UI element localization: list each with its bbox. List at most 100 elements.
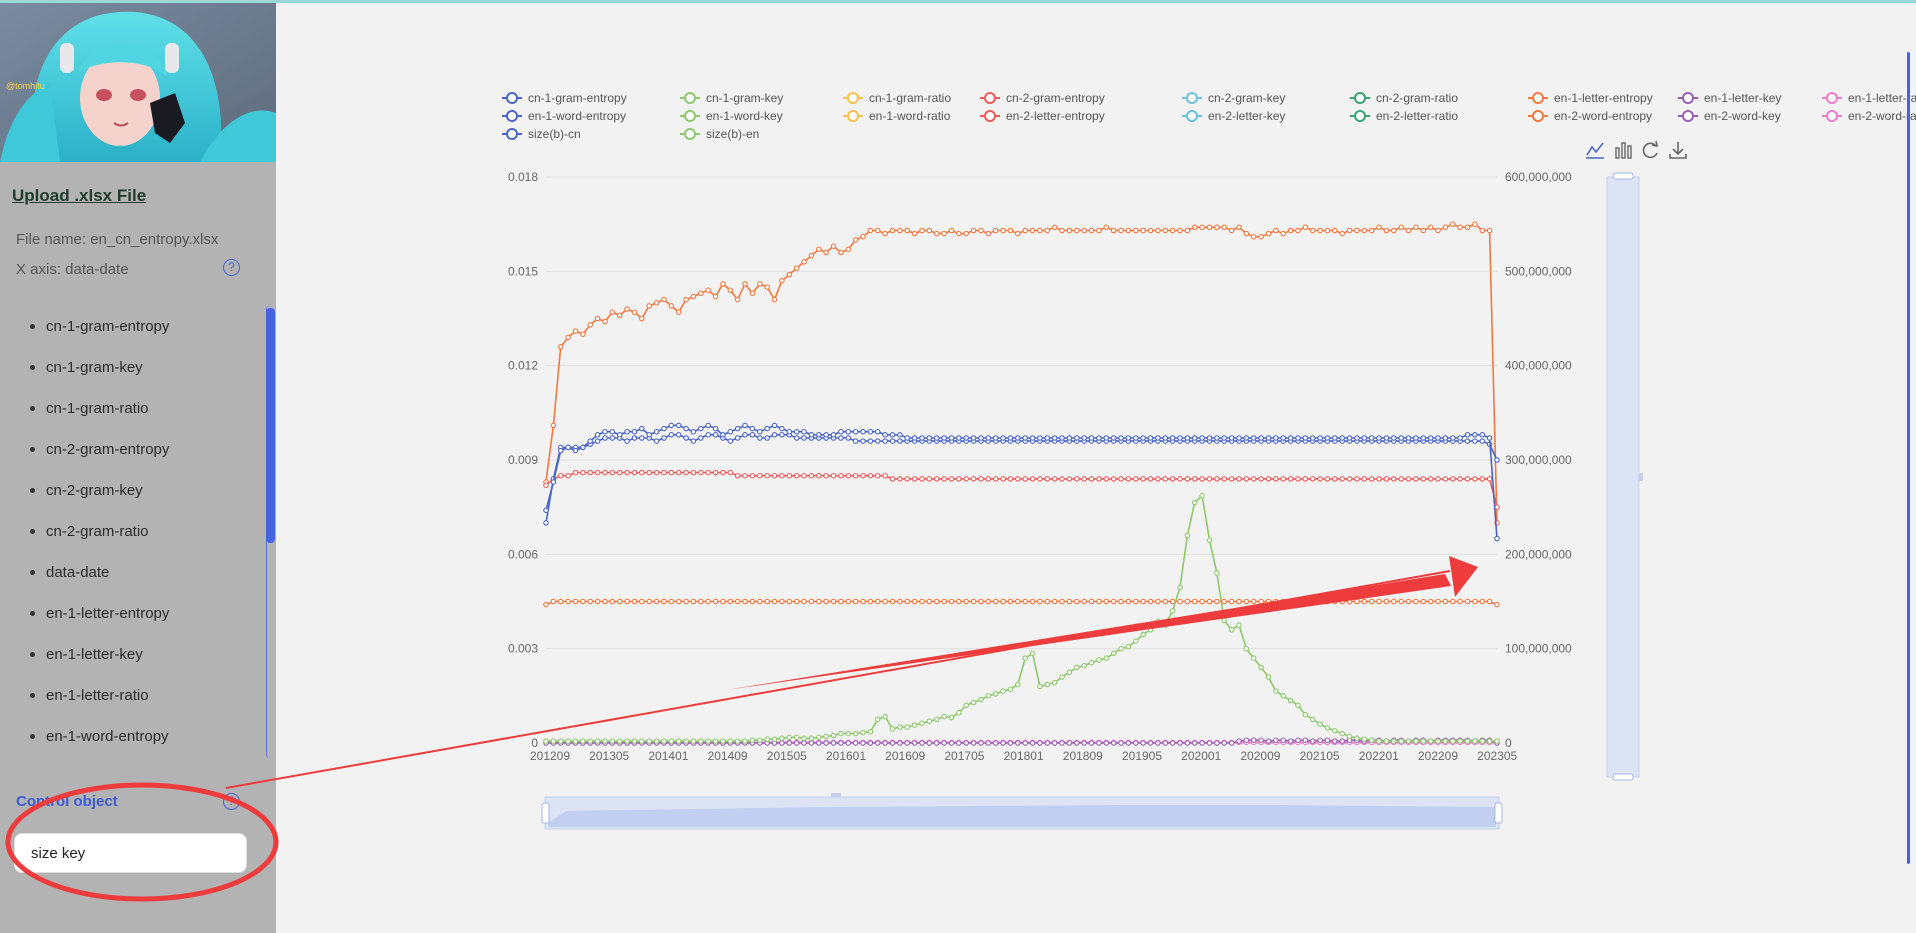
data-point[interactable] bbox=[992, 435, 999, 441]
data-point[interactable] bbox=[919, 435, 925, 441]
data-point[interactable] bbox=[889, 598, 896, 605]
data-point[interactable] bbox=[646, 598, 652, 605]
data-point[interactable] bbox=[1236, 738, 1242, 744]
data-point[interactable] bbox=[793, 472, 800, 479]
data-point[interactable] bbox=[668, 432, 675, 438]
field-item-en-1-word-entropy[interactable]: en-1-word-entropy bbox=[0, 716, 276, 757]
data-point[interactable] bbox=[1118, 435, 1124, 441]
data-point[interactable] bbox=[1081, 740, 1087, 746]
data-point[interactable] bbox=[742, 432, 748, 438]
data-point[interactable] bbox=[867, 428, 874, 435]
data-point[interactable] bbox=[1250, 476, 1257, 482]
data-point[interactable] bbox=[1140, 631, 1146, 638]
data-point[interactable] bbox=[874, 472, 881, 479]
data-point[interactable] bbox=[1000, 688, 1006, 694]
data-point[interactable] bbox=[816, 472, 822, 479]
data-point[interactable] bbox=[1420, 738, 1427, 744]
data-point[interactable] bbox=[683, 435, 689, 441]
data-point[interactable] bbox=[1464, 432, 1471, 438]
data-point[interactable] bbox=[1228, 435, 1235, 441]
data-point[interactable] bbox=[1273, 227, 1279, 234]
data-point[interactable] bbox=[1044, 476, 1051, 482]
data-point[interactable] bbox=[1074, 476, 1080, 482]
data-point[interactable] bbox=[1435, 435, 1441, 441]
data-point[interactable] bbox=[1081, 598, 1087, 605]
data-point[interactable] bbox=[565, 444, 571, 451]
data-point[interactable] bbox=[624, 428, 630, 435]
legend-item-en-1-letter-key[interactable]: en-1-letter-key bbox=[1678, 91, 1781, 105]
data-point[interactable] bbox=[668, 598, 675, 605]
data-point[interactable] bbox=[690, 428, 697, 435]
data-point[interactable] bbox=[882, 438, 888, 444]
data-point[interactable] bbox=[867, 598, 874, 605]
data-point[interactable] bbox=[801, 472, 807, 479]
data-point[interactable] bbox=[1103, 224, 1110, 231]
data-point[interactable] bbox=[978, 598, 984, 605]
data-point[interactable] bbox=[639, 435, 645, 441]
data-point[interactable] bbox=[1096, 435, 1102, 441]
legend-item-en-2-letter-entropy[interactable]: en-2-letter-entropy bbox=[980, 109, 1105, 123]
data-point[interactable] bbox=[874, 438, 881, 444]
data-point[interactable] bbox=[978, 227, 984, 234]
data-point[interactable] bbox=[786, 740, 793, 746]
data-point[interactable] bbox=[1118, 476, 1124, 482]
data-point[interactable] bbox=[1000, 598, 1006, 605]
data-point[interactable] bbox=[1221, 224, 1227, 231]
data-point[interactable] bbox=[757, 737, 763, 743]
data-point[interactable] bbox=[1361, 736, 1368, 742]
data-point[interactable] bbox=[1088, 740, 1095, 746]
data-point[interactable] bbox=[1442, 598, 1449, 605]
data-point[interactable] bbox=[1059, 674, 1065, 680]
restore-icon[interactable] bbox=[1639, 139, 1661, 161]
data-point[interactable] bbox=[1486, 435, 1493, 441]
field-item-cn-2-gram-key[interactable]: cn-2-gram-key bbox=[0, 470, 276, 511]
field-item-cn-2-gram-entropy[interactable]: cn-2-gram-entropy bbox=[0, 429, 276, 470]
x-zoom-grip[interactable] bbox=[831, 793, 841, 797]
data-point[interactable] bbox=[919, 740, 925, 746]
data-point[interactable] bbox=[816, 740, 822, 746]
page-scrollbar[interactable] bbox=[1907, 52, 1910, 864]
data-point[interactable] bbox=[1081, 435, 1087, 441]
data-point[interactable] bbox=[1258, 233, 1264, 240]
data-point[interactable] bbox=[1464, 598, 1471, 605]
data-point[interactable] bbox=[1191, 740, 1198, 746]
legend-item-en-2-word-entropy[interactable]: en-2-word-entropy bbox=[1528, 109, 1652, 123]
data-point[interactable] bbox=[1339, 435, 1345, 441]
legend-item-en-2-letter-ratio[interactable]: en-2-letter-ratio bbox=[1350, 109, 1458, 123]
data-point[interactable] bbox=[771, 432, 778, 438]
data-point[interactable] bbox=[1287, 435, 1294, 441]
data-point[interactable] bbox=[852, 428, 859, 435]
data-point[interactable] bbox=[602, 428, 608, 435]
data-point[interactable] bbox=[1324, 227, 1331, 234]
data-point[interactable] bbox=[1354, 227, 1360, 234]
data-point[interactable] bbox=[816, 734, 822, 741]
data-point[interactable] bbox=[1494, 601, 1500, 608]
data-point[interactable] bbox=[779, 278, 785, 284]
data-point[interactable] bbox=[779, 735, 785, 742]
data-point[interactable] bbox=[1133, 638, 1139, 644]
data-point[interactable] bbox=[1162, 435, 1169, 441]
data-point[interactable] bbox=[1265, 738, 1272, 744]
data-point[interactable] bbox=[926, 435, 933, 441]
data-point[interactable] bbox=[1044, 227, 1051, 234]
data-point[interactable] bbox=[602, 469, 608, 476]
data-point[interactable] bbox=[661, 598, 667, 605]
data-point[interactable] bbox=[1022, 740, 1028, 746]
data-point[interactable] bbox=[1147, 740, 1154, 746]
data-point[interactable] bbox=[1464, 438, 1471, 444]
data-point[interactable] bbox=[852, 237, 859, 243]
data-point[interactable] bbox=[816, 432, 822, 438]
data-point[interactable] bbox=[793, 265, 800, 271]
data-point[interactable] bbox=[1368, 476, 1375, 482]
data-point[interactable] bbox=[580, 598, 586, 605]
data-point[interactable] bbox=[1147, 476, 1154, 482]
data-point[interactable] bbox=[808, 432, 815, 438]
data-point[interactable] bbox=[897, 724, 903, 730]
data-point[interactable] bbox=[1258, 598, 1264, 605]
data-point[interactable] bbox=[1457, 435, 1463, 441]
data-point[interactable] bbox=[1405, 598, 1412, 605]
data-point[interactable] bbox=[1177, 584, 1183, 591]
data-point[interactable] bbox=[653, 428, 660, 435]
data-point[interactable] bbox=[594, 598, 601, 605]
data-point[interactable] bbox=[985, 693, 992, 699]
